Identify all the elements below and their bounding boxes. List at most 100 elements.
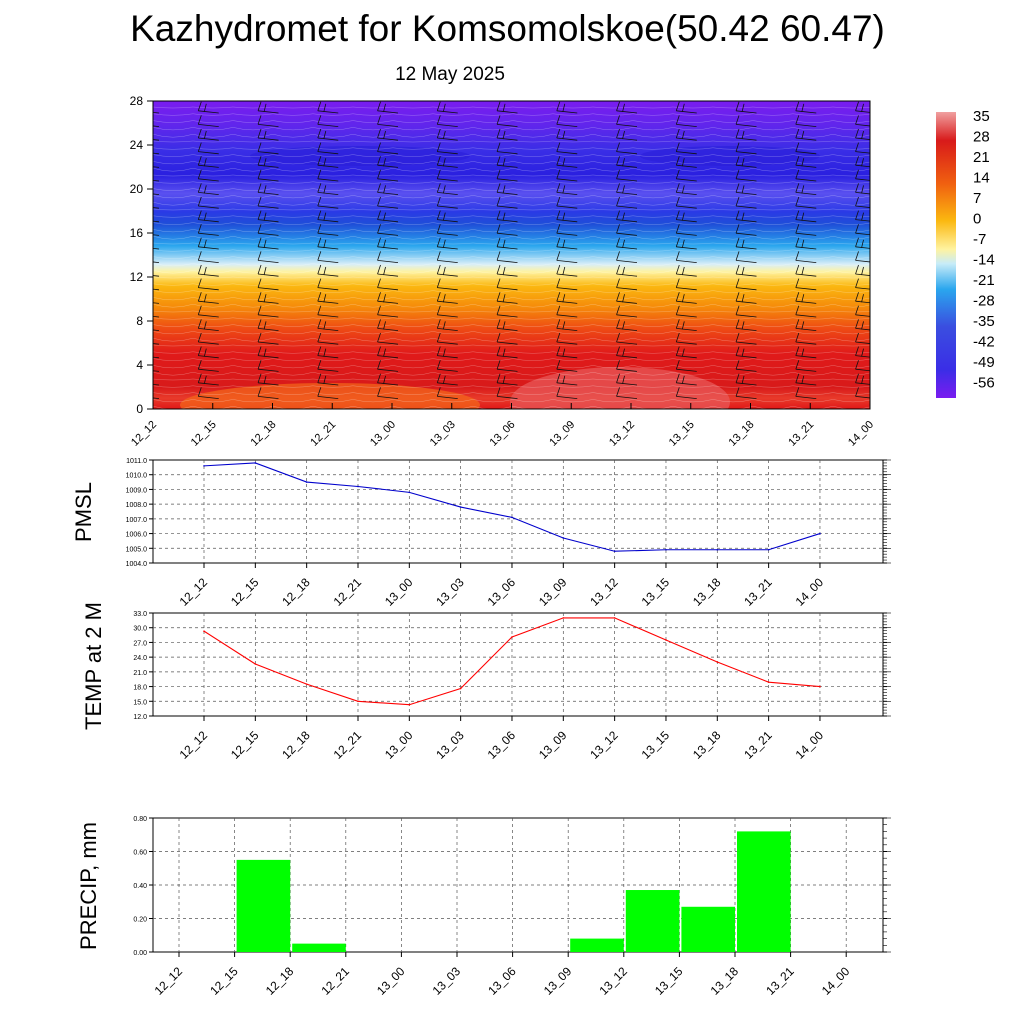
precip-x-tick-label: 13_18	[708, 964, 742, 998]
wind-barb-flag	[801, 103, 805, 112]
wind-barb-flag	[801, 185, 805, 194]
wind-barb-shaft	[257, 355, 279, 359]
wind-barb-flag	[622, 212, 625, 221]
wind-barb-flag	[436, 169, 441, 179]
pmsl-y-tick-label: 1009.0	[126, 487, 148, 494]
contour-line	[153, 256, 870, 259]
temp-point	[767, 681, 770, 683]
wind-barb-shaft	[735, 355, 757, 359]
wind-barb-shaft	[317, 382, 339, 386]
heatmap-x-tick-label: 13_00	[368, 419, 398, 449]
contour-line	[153, 161, 870, 165]
wind-barb-flag	[861, 294, 864, 303]
wind-barb-shaft	[153, 166, 160, 168]
wind-barb-flag	[616, 156, 620, 166]
wind-barb-flag	[257, 115, 262, 125]
wind-barb-shaft	[198, 355, 219, 359]
wind-barb-shaft	[616, 260, 638, 263]
wind-barb-shaft	[556, 151, 578, 155]
wind-barb-shaft	[556, 382, 578, 386]
wind-barb-flag	[562, 212, 566, 221]
wind-barb-shaft	[153, 356, 160, 359]
wind-barb-flag	[622, 185, 625, 194]
pmsl-point	[203, 465, 205, 467]
wind-barb-shaft	[735, 192, 757, 195]
wind-barb-shaft	[377, 382, 399, 386]
wind-barb-flag	[197, 264, 202, 275]
wind-barb-flag	[735, 278, 740, 288]
wind-barb-shaft	[496, 124, 518, 127]
wind-barb-flag	[436, 101, 441, 111]
pmsl-y-tick-label: 1005.0	[126, 546, 148, 553]
wind-barb-shaft	[676, 341, 697, 345]
wind-barb-flag	[317, 305, 322, 315]
wind-barb-shaft	[616, 192, 638, 195]
precip-y-tick-label: 0.40	[133, 883, 147, 890]
wind-barb-shaft	[377, 273, 399, 277]
temp-x-tick-label: 13_21	[741, 728, 775, 762]
wind-barb-flag	[139, 251, 142, 260]
wind-barb-flag	[323, 158, 327, 167]
contour-line	[153, 147, 870, 150]
wind-barb-shaft	[676, 164, 697, 168]
wind-barb-flag	[855, 169, 859, 179]
wind-barb-flag	[562, 266, 566, 276]
wind-barb-flag	[197, 156, 202, 166]
wind-barb-flag	[795, 156, 800, 166]
wind-barb-flag	[442, 212, 446, 221]
wind-barb-flag	[795, 115, 800, 125]
wind-barb-flag	[675, 373, 680, 383]
temp-x-tick-label: 12_15	[228, 728, 262, 762]
wind-barb-flag	[203, 294, 207, 303]
wind-barb-shaft	[317, 368, 339, 372]
wind-barb-shaft	[795, 341, 817, 345]
wind-barb-flag	[145, 240, 147, 248]
wind-barb-flag	[197, 237, 202, 247]
contour-line	[153, 371, 870, 376]
wind-barb-flag	[203, 375, 207, 384]
wind-barb-flag	[622, 294, 625, 303]
contour-line	[153, 331, 870, 335]
chart-title: Kazhydromet for Komsomolskoe(50.42 60.47…	[130, 8, 885, 49]
wind-barb-shaft	[437, 246, 458, 250]
wind-barb-shaft	[496, 300, 518, 304]
precip-bar	[625, 890, 680, 952]
wind-barb-flag	[556, 156, 561, 166]
wind-barb-shaft	[855, 151, 870, 154]
temp-axis-label: TEMP at 2 M	[81, 602, 106, 730]
wind-barb-flag	[681, 348, 685, 357]
wind-barb-flag	[317, 156, 322, 166]
precip-x-tick-label: 12_15	[207, 964, 241, 998]
wind-barb-flag	[675, 237, 680, 247]
wind-barb-flag	[436, 196, 441, 207]
precip-x-tick-label: 13_12	[596, 964, 630, 998]
wind-barb-flag	[556, 128, 561, 139]
wind-barb-shaft	[795, 151, 817, 155]
contour-line	[153, 324, 870, 327]
heatmap-cold-core	[250, 146, 470, 166]
wind-barb-flag	[735, 346, 740, 356]
heatmap-x-tick-label: 13_09	[547, 419, 577, 449]
wind-barb-shaft	[437, 260, 458, 263]
wind-barb-flag	[855, 387, 859, 397]
wind-barb-shaft	[735, 260, 757, 263]
temp-x-tick-label: 13_09	[536, 728, 570, 762]
wind-barb-shaft	[855, 273, 870, 276]
wind-barb-flag	[383, 321, 386, 330]
wind-barb-flag	[263, 239, 267, 248]
wind-barb-flag	[556, 251, 561, 261]
wind-barb-flag	[203, 185, 207, 194]
wind-barb-flag	[203, 212, 207, 221]
wind-barb-shaft	[198, 110, 219, 114]
wind-barb-flag	[675, 128, 680, 139]
wind-barb-flag	[795, 319, 800, 329]
wind-barb-flag	[197, 387, 202, 397]
wind-barb-flag	[442, 103, 446, 112]
wind-barb-shaft	[855, 164, 870, 168]
wind-barb-flag	[257, 305, 262, 315]
wind-barb-flag	[383, 212, 386, 221]
wind-barb-flag	[323, 212, 327, 221]
wind-barb-flag	[139, 292, 142, 301]
wind-barb-flag	[622, 266, 625, 276]
wind-barb-shaft	[317, 178, 339, 182]
